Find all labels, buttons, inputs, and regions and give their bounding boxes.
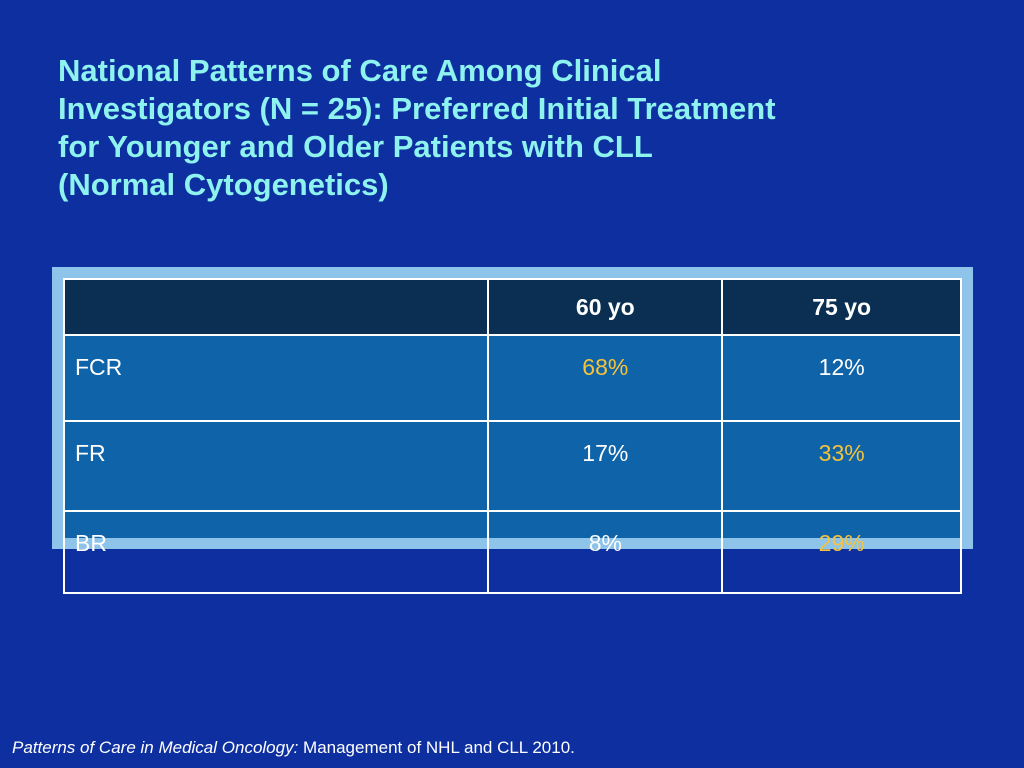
row-label-fcr: FCR (62, 334, 490, 422)
cell-fcr-60yo: 68% (487, 334, 724, 422)
title-line: National Patterns of Care Among Clinical (58, 53, 662, 88)
cell-fcr-75yo: 12% (721, 334, 962, 422)
citation-detail: Management of NHL and CLL 2010. (298, 738, 575, 757)
slide-title: National Patterns of Care Among Clinical… (58, 52, 958, 204)
table-row: FR 17% 33% (62, 420, 962, 512)
title-line: (Normal Cytogenetics) (58, 167, 389, 202)
cell-fr-75yo: 33% (721, 420, 962, 512)
table-header-row: 60 yo 75 yo (62, 278, 962, 336)
table-frame: 60 yo 75 yo FCR 68% 12% FR 17% 33% BR 8% (52, 267, 973, 594)
header-empty-cell (62, 278, 490, 336)
citation: Patterns of Care in Medical Oncology: Ma… (12, 738, 575, 758)
header-75yo: 75 yo (721, 278, 962, 336)
title-line: for Younger and Older Patients with CLL (58, 129, 653, 164)
table-container: 60 yo 75 yo FCR 68% 12% FR 17% 33% BR 8% (62, 278, 962, 594)
cell-fr-60yo: 17% (487, 420, 724, 512)
table-row: FCR 68% 12% (62, 334, 962, 422)
title-line: Investigators (N = 25): Preferred Initia… (58, 91, 776, 126)
header-60yo: 60 yo (487, 278, 724, 336)
cell-br-75yo: 29% (721, 510, 962, 594)
citation-source: Patterns of Care in Medical Oncology: (12, 738, 299, 757)
row-label-br: BR (62, 510, 490, 594)
cell-br-60yo: 8% (487, 510, 724, 594)
treatment-table: 60 yo 75 yo FCR 68% 12% FR 17% 33% BR 8% (62, 278, 962, 594)
row-label-fr: FR (62, 420, 490, 512)
table-row: BR 8% 29% (62, 510, 962, 594)
